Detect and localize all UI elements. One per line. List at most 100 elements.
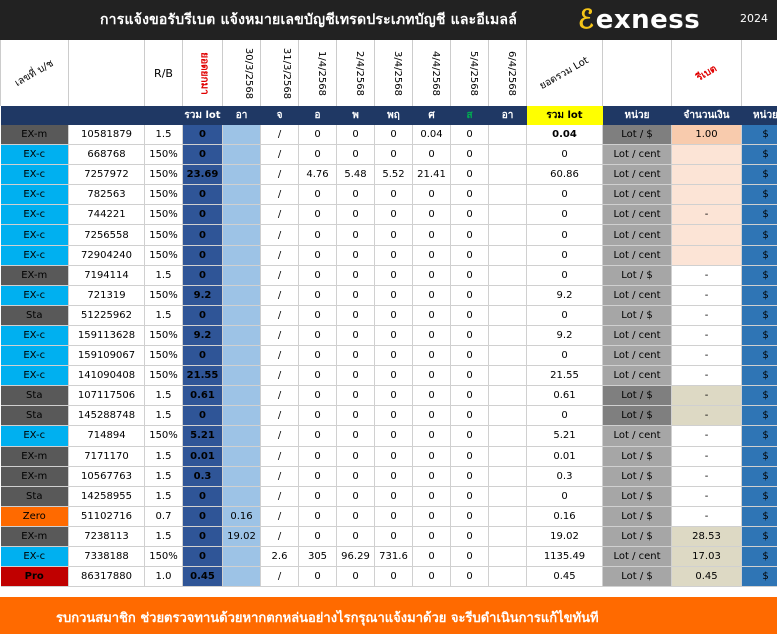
header-carry: ยอดยกมา — [182, 40, 223, 106]
day-value: 0 — [298, 385, 337, 407]
day-value: 0 — [336, 245, 375, 266]
day-value — [488, 224, 527, 246]
currency: $ — [741, 325, 777, 347]
day-value: 0 — [336, 125, 375, 146]
lot-total: 0.01 — [526, 446, 603, 467]
table-row: Sta 14258955 1.5 0/0 0 0 0 0 0 Lot / $ - $ — [0, 486, 777, 507]
table-row: EX-m 10567763 1.5 0.3/0 0 0 0 0 0.3 Lot / $ - $ — [0, 466, 777, 487]
day-value — [222, 546, 261, 568]
table-row: EX-m 10581879 1.5 0/0 0 0 0.04 0 0.04 Lot / $1.00… — [0, 125, 777, 146]
subheader-day: จ — [260, 106, 299, 125]
currency: $ — [741, 285, 777, 306]
header-lot-total: ยอดรวม Lot — [526, 40, 603, 106]
day-value: 0 — [412, 486, 451, 507]
day-value — [488, 506, 527, 527]
subheader-day: พฤ — [374, 106, 413, 125]
table-row: EX-c 159109067 150% 0/0 0 0 0 0 0 Lot / cent - $ — [0, 345, 777, 367]
table-row: EX-c 744221 150% 0/0 0 0 0 0 0 Lot / cent - $ — [0, 204, 777, 226]
day-value: / — [260, 204, 299, 226]
account-type: EX-c — [0, 285, 69, 306]
day-value: / — [260, 365, 299, 387]
title-banner: การแจ้งขอรับรีเบต แจ้งหมายเลขบัญชีเทรดปร… — [0, 0, 777, 40]
rebate-amount — [671, 245, 742, 266]
day-value: 0 — [336, 224, 375, 246]
day-value: 0 — [412, 446, 451, 467]
day-value: 0 — [298, 125, 337, 146]
day-value: 0 — [374, 466, 413, 487]
day-value: 0 — [298, 486, 337, 507]
rebate-amount: - — [671, 365, 742, 387]
day-value: / — [260, 486, 299, 507]
day-value: 0 — [298, 526, 337, 547]
lot-total: 0.04 — [526, 125, 603, 146]
rebate-rate: 150% — [144, 184, 183, 206]
day-value: 0 — [412, 405, 451, 427]
day-value: 0.04 — [412, 125, 451, 146]
table-row: EX-c 159113628 150% 9.2/0 0 0 0 0 9.2 Lot / cent -… — [0, 325, 777, 347]
day-value: 0 — [374, 144, 413, 166]
account-number: 51102716 — [68, 506, 145, 527]
day-value: 0 — [336, 305, 375, 326]
day-value: / — [260, 405, 299, 427]
header-date: 2/4/2568 — [336, 40, 375, 106]
header-date: 31/3/2568 — [260, 40, 299, 106]
account-type: Sta — [0, 486, 69, 507]
table-row: EX-c 7338188 150% 0 2.6 305 96.29 731.6 0 0 1135.4… — [0, 546, 777, 568]
day-value: / — [260, 506, 299, 527]
day-value: 0 — [298, 144, 337, 166]
lot-total: 9.2 — [526, 285, 603, 306]
currency: $ — [741, 526, 777, 547]
currency: $ — [741, 204, 777, 226]
day-value — [488, 385, 527, 407]
day-value — [222, 365, 261, 387]
unit: Lot / $ — [602, 506, 672, 527]
table-row: EX-c 668768 150% 0/0 0 0 0 0 0 Lot / cent $ — [0, 144, 777, 166]
rebate-rate: 1.5 — [144, 466, 183, 487]
day-value: 0 — [298, 345, 337, 367]
day-value: 0 — [374, 325, 413, 347]
carry-lot: 0 — [182, 245, 223, 266]
header-date: 4/4/2568 — [412, 40, 451, 106]
account-type: EX-m — [0, 526, 69, 547]
day-value: 0 — [374, 285, 413, 306]
day-value: 0 — [450, 486, 489, 507]
carry-lot: 0 — [182, 204, 223, 226]
day-value — [222, 184, 261, 206]
day-value: / — [260, 446, 299, 467]
account-type: EX-c — [0, 224, 69, 246]
rebate-table: เลขที่ บ/ช R/B ยอดยกมา 30/3/2568 31/3/25… — [0, 40, 777, 588]
day-value — [222, 446, 261, 467]
header-rebate: รีเบต — [671, 40, 742, 106]
day-value: 0 — [336, 285, 375, 306]
unit: Lot / $ — [602, 446, 672, 467]
day-value — [222, 486, 261, 507]
footer-text: รบกวนสมาชิก ช่วยตรวจทานด้วยหากตกหล่นอย่า… — [56, 611, 599, 626]
rebate-amount: - — [671, 204, 742, 226]
rebate-rate: 150% — [144, 224, 183, 246]
account-type: EX-c — [0, 184, 69, 206]
lot-total: 9.2 — [526, 325, 603, 347]
day-value — [488, 526, 527, 547]
day-value: 0 — [374, 506, 413, 527]
subheader-day: อา — [488, 106, 527, 125]
day-value: 0 — [374, 184, 413, 206]
day-value: 0 — [374, 425, 413, 447]
rebate-rate: 150% — [144, 345, 183, 367]
header-blank — [68, 40, 145, 106]
table-row: EX-c 7257972 150% 23.69 /4.76 5.48 5.52 21.41 0 6… — [0, 164, 777, 186]
day-value: 0 — [336, 526, 375, 547]
day-value: 19.02 — [222, 526, 261, 547]
unit: Lot / cent — [602, 245, 672, 266]
day-value: 0 — [412, 385, 451, 407]
day-value — [488, 245, 527, 266]
currency: $ — [741, 466, 777, 487]
day-value: 0 — [450, 224, 489, 246]
rebate-rate: 150% — [144, 325, 183, 347]
header-rb: R/B — [144, 40, 183, 106]
day-value — [222, 164, 261, 186]
day-value — [222, 385, 261, 407]
rebate-rate: 150% — [144, 144, 183, 166]
day-value: 305 — [298, 546, 337, 568]
account-number: 7338188 — [68, 546, 145, 568]
account-number: 7238113 — [68, 526, 145, 547]
